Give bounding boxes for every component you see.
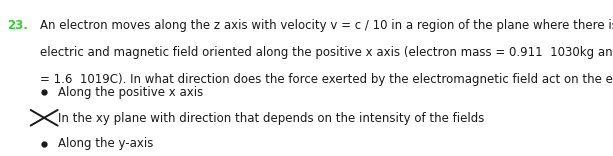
Text: In the xy plane with direction that depends on the intensity of the fields: In the xy plane with direction that depe…: [58, 112, 485, 124]
Text: = 1.6  1019C). In what direction does the force exerted by the electromagnetic f: = 1.6 1019C). In what direction does the…: [40, 73, 613, 86]
Text: An electron moves along the z axis with velocity v = c / 10 in a region of the p: An electron moves along the z axis with …: [40, 19, 613, 32]
Text: Along the y-axis: Along the y-axis: [58, 137, 154, 150]
Text: 23.: 23.: [7, 19, 28, 32]
Text: Along the positive x axis: Along the positive x axis: [58, 86, 204, 99]
Text: electric and magnetic field oriented along the positive x axis (electron mass = : electric and magnetic field oriented alo…: [40, 46, 613, 59]
